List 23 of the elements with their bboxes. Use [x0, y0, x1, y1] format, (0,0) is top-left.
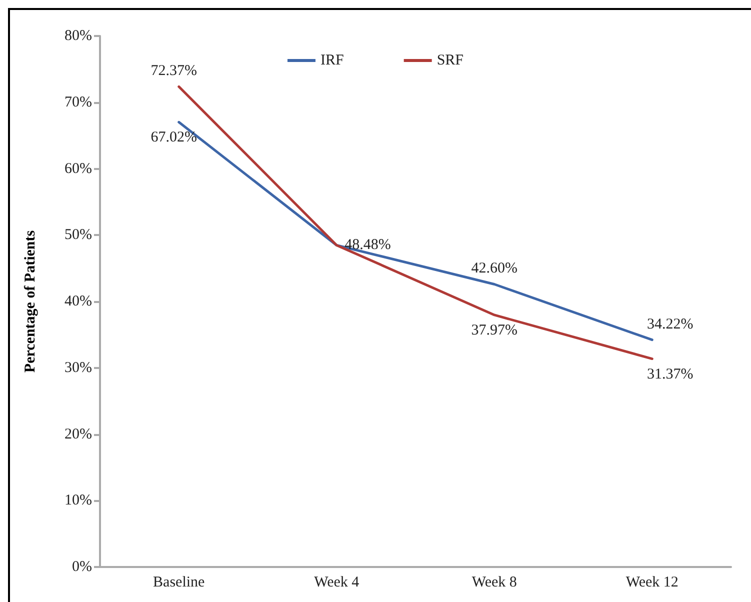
data-label: 48.48% — [344, 237, 391, 254]
x-tick-label: Week 12 — [626, 574, 678, 590]
y-tick-label: 10% — [64, 492, 92, 509]
y-tick-label: 70% — [64, 94, 92, 110]
y-tick-label: 0% — [72, 559, 92, 575]
x-tick-label: Week 4 — [314, 574, 360, 590]
y-tick-label: 80% — [64, 28, 92, 44]
legend-label: IRF — [320, 52, 344, 68]
y-tick-label: 20% — [64, 426, 92, 442]
y-axis-title: Percentage of Patients — [22, 230, 38, 373]
y-tick-label: 40% — [64, 294, 92, 310]
legend-label: SRF — [436, 52, 464, 68]
data-label: 31.37% — [647, 366, 694, 382]
data-label: 34.22% — [647, 316, 694, 332]
x-tick-label: Week 8 — [472, 574, 517, 590]
data-label: 42.60% — [471, 260, 518, 277]
data-label: 67.02% — [150, 130, 197, 146]
y-tick-label: 50% — [64, 227, 92, 244]
y-tick-label: 30% — [64, 360, 92, 376]
x-tick-label: Baseline — [153, 574, 206, 590]
data-label: 72.37% — [150, 63, 197, 80]
y-tick-label: 60% — [64, 160, 92, 177]
data-label: 37.97% — [471, 322, 518, 338]
